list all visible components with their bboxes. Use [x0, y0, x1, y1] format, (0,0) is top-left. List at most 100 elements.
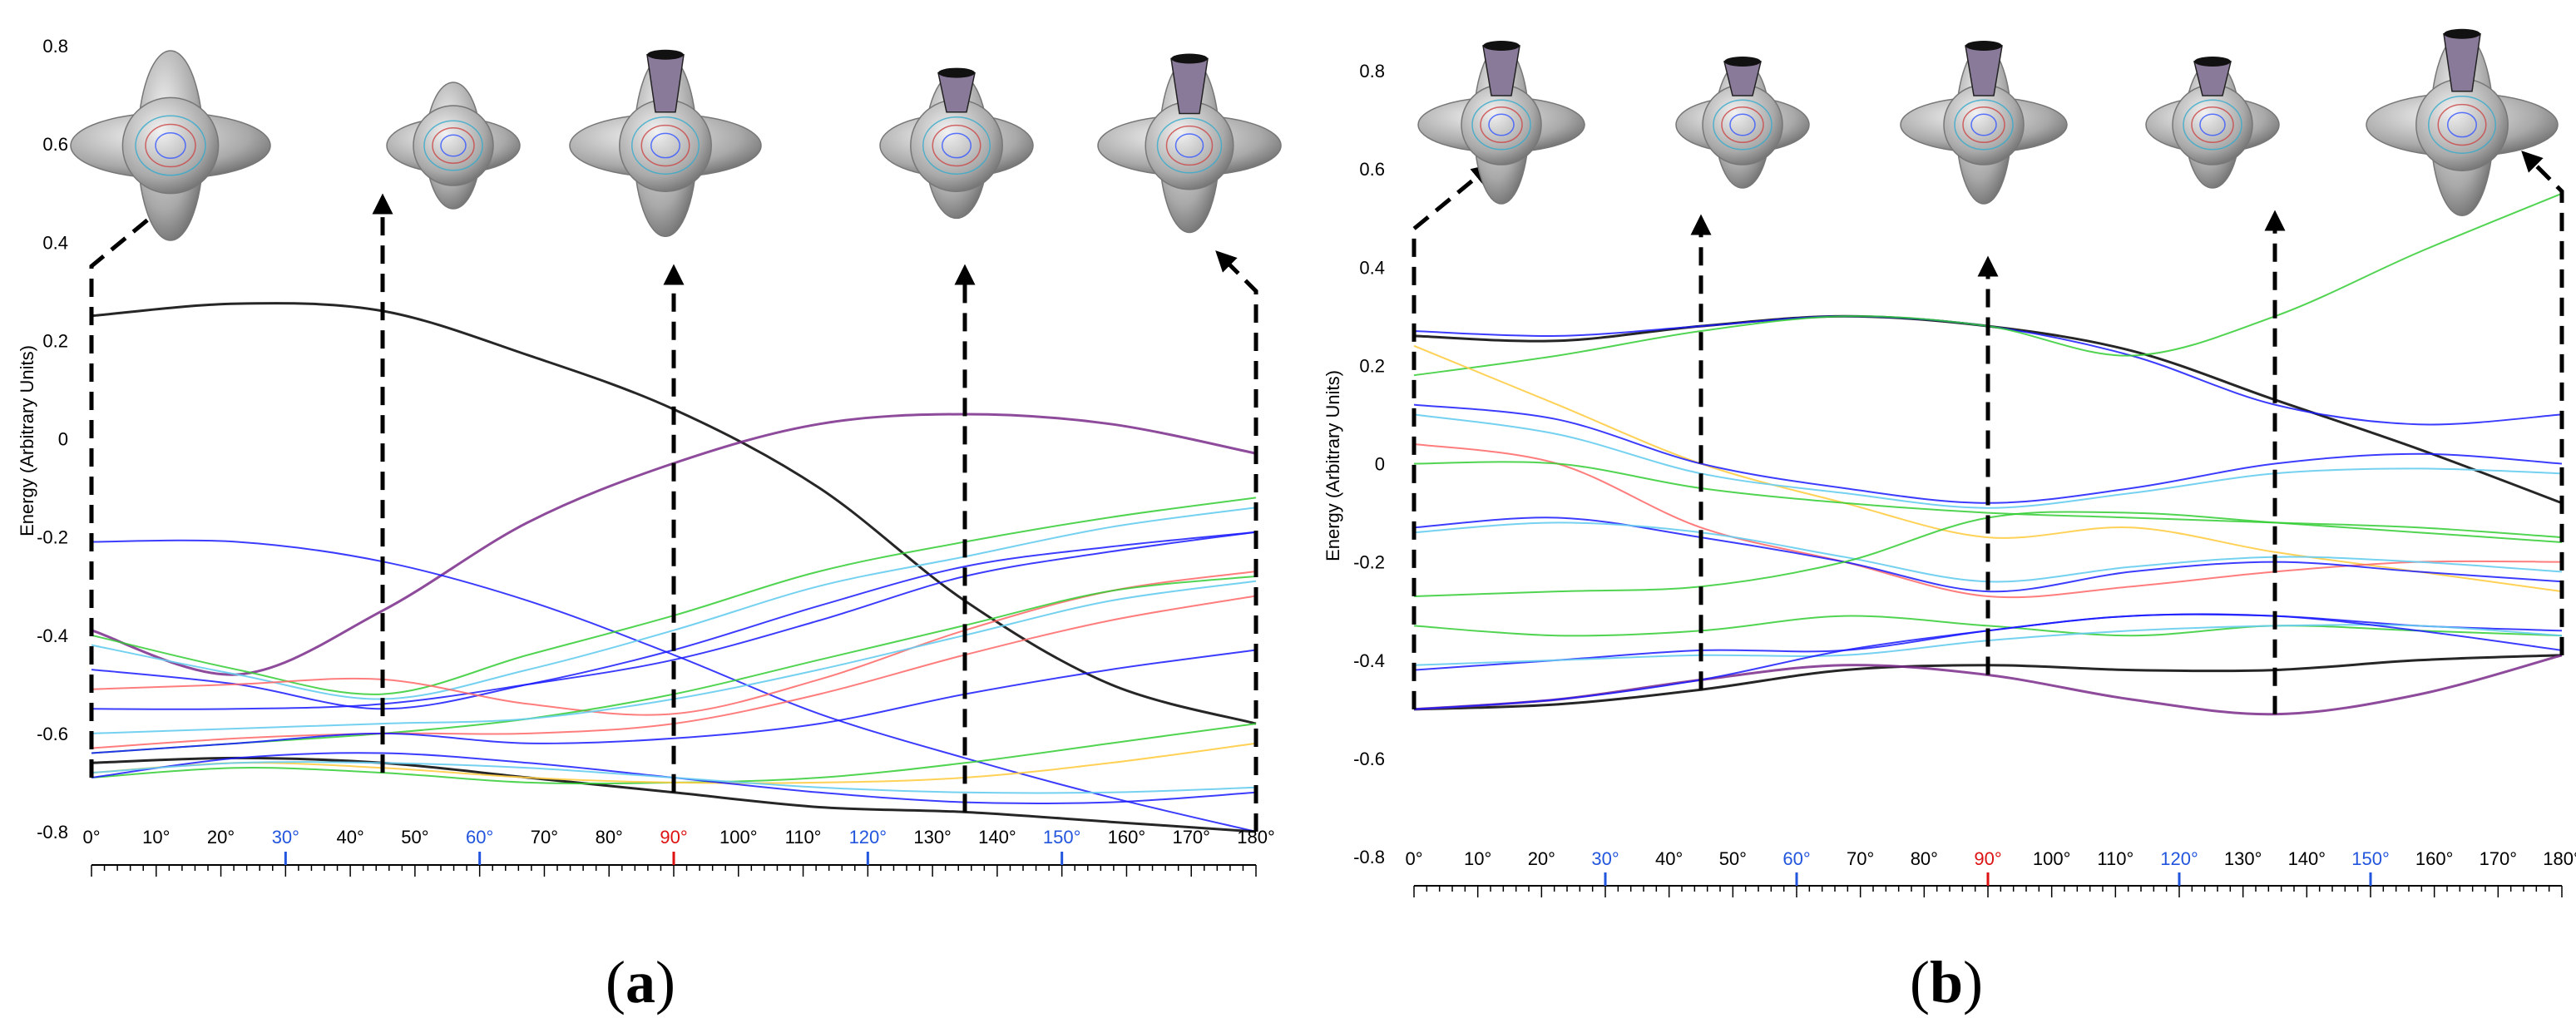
series-line [1413, 516, 2563, 593]
molecule-rendering [569, 49, 762, 237]
series-line [1413, 413, 2563, 509]
panel-b-x-axis: 0° 10° 20° 30° 40° 50° 60° 70° 80° 90° 100° 110° 120… [1405, 848, 2576, 897]
x-tick-label: 90° [660, 827, 687, 848]
panel-b-molecule-renderings [1417, 28, 2559, 216]
series-line [91, 571, 1257, 716]
panel-b: Energy (Arbitrary Units) 0.8 0.6 0.4 0.2 0 -0… [1323, 28, 2576, 1016]
x-tick-label: 150° [1043, 827, 1081, 848]
molecule-rendering [1675, 57, 1810, 189]
panel-a-y-axis-label: Energy (Arbitrary Units) [17, 345, 37, 536]
x-tick-label: 80° [596, 827, 623, 848]
molecule-rendering [70, 50, 271, 241]
y-tick-label: 0.2 [1359, 355, 1385, 376]
y-tick-label: 0.8 [42, 36, 68, 57]
x-tick-label: 100° [2033, 848, 2071, 869]
y-tick-label: -0.2 [37, 527, 68, 548]
x-tick-label: 110° [785, 827, 822, 848]
x-tick-label: 110° [2097, 848, 2133, 869]
x-tick-label: 180° [2543, 848, 2576, 869]
x-tick-label: 30° [272, 827, 299, 848]
x-tick-label: 60° [466, 827, 493, 848]
x-tick-label: 160° [2415, 848, 2454, 869]
molecule-rendering [1417, 41, 1585, 205]
x-tick-label: 50° [401, 827, 428, 848]
x-tick-label: 160° [1108, 827, 1146, 848]
x-tick-label: 10° [1464, 848, 1491, 869]
y-tick-label: 0.6 [42, 134, 68, 155]
panel-a-y-ticks: 0.8 0.6 0.4 0.2 0 -0.2 -0.4 -0.6 -0.8 [37, 36, 68, 843]
x-tick-label: 130° [913, 827, 952, 848]
x-tick-label: 60° [1782, 848, 1810, 869]
panel-a-x-axis: 0° 10° 20° 30° 40° 50° 60° 70° 80° 90° 100° 110° 120… [82, 827, 1275, 877]
panel-b-label: (b) [1910, 949, 1983, 1016]
panel-a-arrows [89, 193, 1258, 832]
x-tick-label: 70° [531, 827, 558, 848]
panel-b-letter: b [1930, 949, 1963, 1016]
molecule-rendering [2366, 28, 2559, 216]
x-tick-label: 20° [1528, 848, 1555, 869]
x-tick-label: 130° [2224, 848, 2262, 869]
x-tick-label: 150° [2351, 848, 2390, 869]
x-tick-label: 70° [1847, 848, 1874, 869]
series-line [91, 580, 1257, 734]
panel-a: Energy (Arbitrary Units) 0.8 0.6 0.4 0.2 0 -0… [17, 36, 1282, 1016]
x-tick-label: 0° [82, 827, 100, 848]
x-tick-label: 50° [1719, 848, 1747, 869]
y-tick-label: -0.4 [37, 625, 68, 646]
x-tick-label: 140° [978, 827, 1016, 848]
y-tick-label: -0.6 [37, 724, 68, 744]
y-tick-label: -0.6 [1353, 749, 1385, 769]
series-line [1413, 615, 2563, 637]
molecule-rendering [2145, 57, 2280, 189]
series-line [91, 539, 1257, 833]
dashed-arrow [89, 201, 171, 778]
x-tick-label: 80° [1911, 848, 1938, 869]
y-tick-label: -0.2 [1353, 552, 1385, 573]
y-tick-label: 0 [1375, 454, 1385, 475]
panel-b-arrows [1412, 151, 2564, 714]
y-tick-label: -0.4 [1353, 650, 1385, 671]
x-tick-label: 170° [1172, 827, 1210, 848]
dashed-arrow [1412, 164, 1493, 709]
series-line [91, 507, 1257, 700]
molecule-rendering [1097, 53, 1282, 234]
series-line [1413, 344, 2563, 593]
series-line [91, 756, 1257, 833]
x-tick-label: 20° [207, 827, 235, 848]
y-tick-label: 0.4 [42, 232, 68, 253]
y-tick-label: -0.8 [37, 822, 68, 843]
x-tick-label: 90° [1974, 848, 2001, 869]
series-line [91, 649, 1257, 754]
panel-a-label: (a) [606, 949, 675, 1016]
x-tick-label: 180° [1237, 827, 1275, 848]
y-tick-label: 0.8 [1359, 61, 1385, 82]
x-tick-label: 100° [719, 827, 758, 848]
molecule-rendering [879, 67, 1034, 220]
x-tick-label: 120° [2160, 848, 2198, 869]
molecule-rendering [386, 82, 521, 210]
series-line [91, 531, 1257, 710]
y-tick-label: 0.2 [42, 330, 68, 351]
x-tick-label: 30° [1591, 848, 1619, 869]
dashed-arrow [1215, 250, 1258, 832]
series-line [1413, 461, 2563, 539]
panel-a-letter: a [625, 949, 655, 1016]
y-tick-label: 0.6 [1359, 159, 1385, 180]
panel-a-molecule-renderings [70, 49, 1282, 241]
x-tick-label: 120° [849, 827, 888, 848]
series-line [91, 302, 1257, 725]
panel-b-y-ticks: 0.8 0.6 0.4 0.2 0 -0.2 -0.4 -0.6 -0.8 [1353, 61, 1385, 867]
molecule-rendering [1900, 41, 2068, 205]
panel-b-y-axis-label: Energy (Arbitrary Units) [1323, 370, 1343, 561]
dashed-arrow [2521, 151, 2564, 655]
x-tick-label: 40° [336, 827, 363, 848]
x-tick-label: 0° [1405, 848, 1422, 869]
x-tick-label: 40° [1655, 848, 1683, 869]
y-tick-label: -0.8 [1353, 847, 1385, 867]
x-tick-label: 10° [142, 827, 170, 848]
x-tick-label: 140° [2288, 848, 2326, 869]
y-tick-label: 0.4 [1359, 257, 1385, 278]
y-tick-label: 0 [58, 429, 68, 450]
series-line [1413, 442, 2563, 599]
